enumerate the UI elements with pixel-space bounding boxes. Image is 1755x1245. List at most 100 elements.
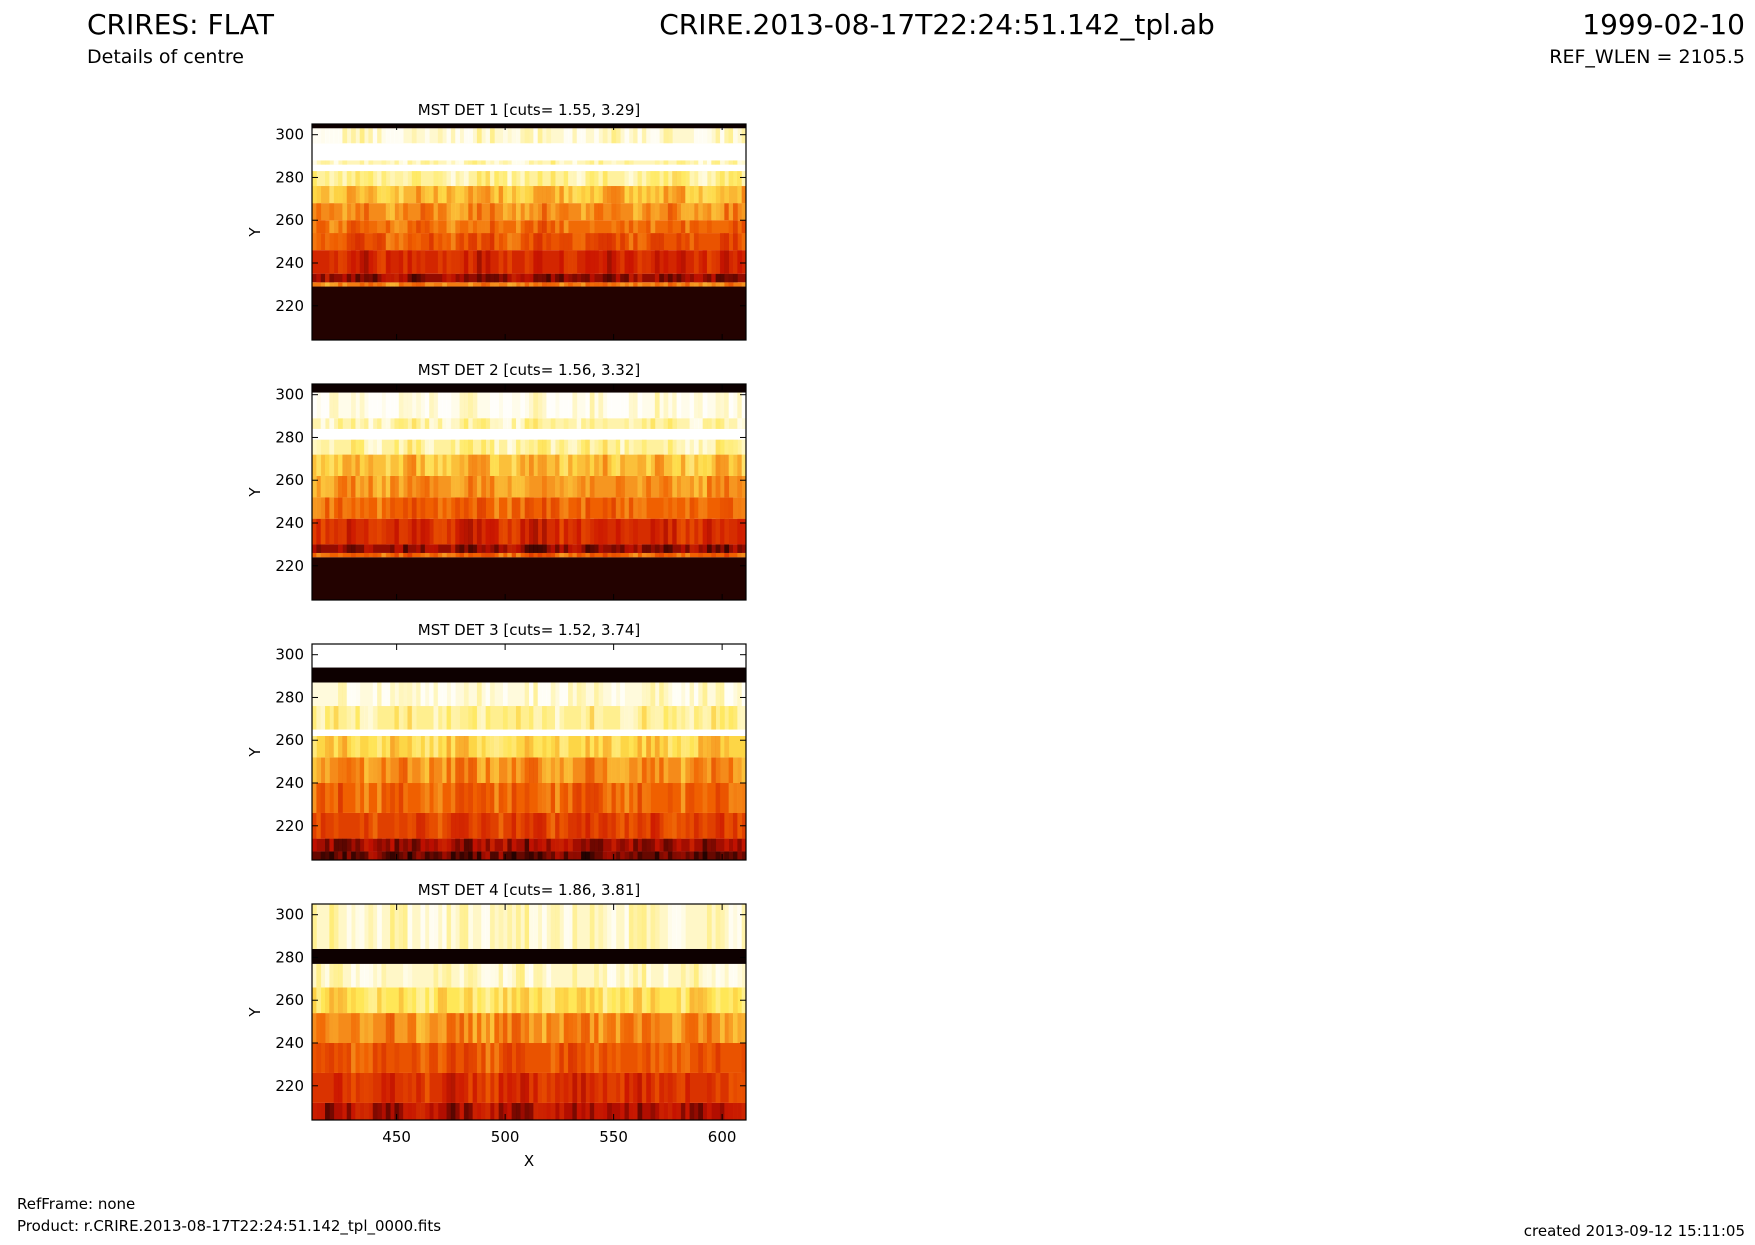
heatmap-cell <box>338 128 343 144</box>
heatmap-cell <box>433 706 439 730</box>
heatmap-cell <box>563 475 569 498</box>
heatmap-cell <box>468 128 473 144</box>
heatmap-cell <box>663 475 669 498</box>
heatmap-cell <box>663 439 669 455</box>
heatmap-cell <box>572 1072 578 1103</box>
heatmap-cell <box>481 757 486 784</box>
heatmap-cell <box>611 282 617 287</box>
heatmap-cell <box>437 812 443 839</box>
heatmap-cell <box>546 851 552 860</box>
heatmap-cell <box>724 497 730 519</box>
heatmap-cell <box>381 552 387 558</box>
heatmap-cell <box>589 203 595 221</box>
heatmap-cell <box>693 812 699 839</box>
heatmap-cell <box>346 454 352 476</box>
heatmap-cell <box>741 497 747 519</box>
heatmap-cell <box>598 392 604 419</box>
heatmap-cell <box>507 392 513 419</box>
heatmap-cell <box>628 904 634 949</box>
heatmap-cell <box>390 544 395 553</box>
heatmap-cell <box>351 250 356 274</box>
heatmap-cell <box>663 544 669 553</box>
heatmap-cell <box>342 160 348 165</box>
heatmap-cell <box>598 544 604 553</box>
heatmap-cell <box>620 682 625 707</box>
heatmap-cell <box>589 1013 595 1044</box>
heatmap-cell <box>598 160 604 165</box>
heatmap-cell <box>390 203 395 221</box>
heatmap-cell <box>568 439 573 455</box>
heatmap-cell <box>589 1072 595 1103</box>
heatmap-cell <box>615 203 621 221</box>
heatmap-cell <box>381 418 387 429</box>
heatmap-cell <box>641 128 647 144</box>
heatmap-cell <box>351 706 356 730</box>
heatmap-cell <box>385 1013 391 1044</box>
heatmap-cell <box>654 273 660 283</box>
heatmap-cell <box>676 851 682 860</box>
heatmap-cell <box>563 735 569 758</box>
heatmap-cell <box>715 171 721 187</box>
heatmap-cell <box>316 544 322 553</box>
heatmap-cell <box>355 1043 361 1073</box>
heatmap-cell <box>433 171 439 187</box>
heatmap-cell <box>398 160 404 165</box>
heatmap-cell <box>685 203 690 221</box>
heatmap-cell <box>546 735 552 758</box>
heatmap-cell <box>572 544 578 553</box>
heatmap-cell <box>520 475 526 498</box>
heatmap-cell <box>524 735 530 758</box>
heatmap-cell <box>403 963 408 988</box>
heatmap-cell <box>563 250 569 274</box>
heatmap-cell <box>524 273 530 283</box>
heatmap-cell <box>602 1072 608 1103</box>
heatmap-cell <box>698 203 703 221</box>
heatmap-cell <box>433 220 439 234</box>
heatmap-cell <box>563 904 569 949</box>
heatmap-cell <box>494 475 500 498</box>
heatmap-cell <box>424 1102 430 1120</box>
heatmap-cell <box>515 518 521 545</box>
heatmap-cell <box>633 851 638 860</box>
heatmap-cell <box>411 282 417 287</box>
heatmap-cell <box>706 963 712 988</box>
plot-title: MST DET 2 [cuts= 1.56, 3.32] <box>418 361 641 379</box>
heatmap-cell <box>594 783 599 813</box>
heatmap-cell <box>572 963 578 988</box>
heatmap-cell <box>498 904 504 949</box>
heatmap-cell <box>654 735 660 758</box>
heatmap-cell <box>637 757 643 784</box>
heatmap-cell <box>468 518 473 545</box>
heatmap-cell <box>329 233 335 251</box>
heatmap-cell <box>437 418 443 429</box>
heatmap-cell <box>711 552 717 558</box>
heatmap-cell <box>316 273 322 283</box>
heatmap-cell <box>351 757 356 784</box>
heatmap-cell <box>485 1102 491 1120</box>
heatmap-cell <box>351 682 356 707</box>
heatmap-cell <box>542 838 547 852</box>
heatmap-cell <box>546 987 552 1014</box>
heatmap-cell <box>368 392 374 419</box>
heatmap-cell <box>476 203 482 221</box>
heatmap-cell <box>338 987 343 1014</box>
heatmap-cell <box>693 735 699 758</box>
heatmap-cell <box>581 418 586 429</box>
heatmap-cell <box>737 1013 743 1044</box>
heatmap-cell <box>529 757 534 784</box>
heatmap-cell <box>455 1072 460 1103</box>
heatmap-cell <box>693 273 699 283</box>
heatmap-cell <box>463 518 469 545</box>
heatmap-cell <box>689 282 695 287</box>
heatmap-cell <box>372 987 378 1014</box>
heatmap-cell <box>459 783 465 813</box>
heatmap-cell <box>628 392 634 419</box>
heatmap-cell <box>654 1013 660 1044</box>
heatmap-cell <box>494 273 500 283</box>
heatmap-cell <box>672 203 677 221</box>
heatmap-cell <box>667 518 673 545</box>
heatmap-cell <box>524 812 530 839</box>
heatmap-cell <box>563 418 569 429</box>
heatmap-cell <box>615 1043 621 1073</box>
heatmap-cell <box>680 454 686 476</box>
